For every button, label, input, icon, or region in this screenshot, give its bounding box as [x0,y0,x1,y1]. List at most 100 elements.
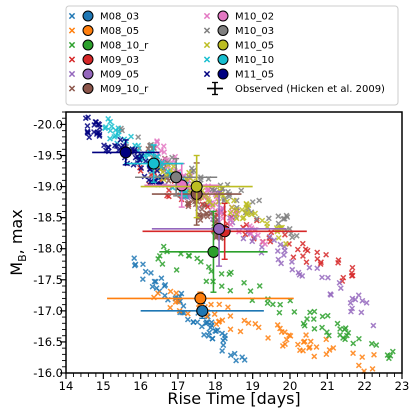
cloud-point [139,276,146,283]
legend-label: M08_10_r [100,41,149,52]
cloud-point [228,269,234,276]
cloud-point [107,118,114,125]
cloud-point [84,123,91,129]
cloud-point [275,213,282,220]
legend-circle-marker [217,25,229,36]
cloud-point [323,351,330,358]
cloud-point [253,215,260,222]
cloud-point [101,142,107,149]
cloud-M10_03 [118,125,300,241]
observed-point [147,157,160,170]
cloud-point [231,350,238,357]
observed-M08_10_r [159,210,268,293]
cloud-point [311,325,318,332]
cloud-point [105,144,111,151]
cloud-point [349,295,356,302]
cloud-point [178,290,185,297]
cloud-point [186,169,192,176]
x-tick-label: 22 [357,379,372,393]
cloud-point [337,326,344,332]
cloud-point [355,292,362,299]
cloud-point [102,125,109,132]
cloud-point [128,133,134,140]
cloud-point [301,322,308,329]
cloud-point [350,350,356,357]
cloud-point [156,252,163,259]
cloud-point [269,301,276,308]
legend-label: M10_05 [235,41,274,52]
x-axis-ticks: 14 15 16 17 18 19 20 21 22 23 [59,373,409,393]
y-tick-label: -19.0 [33,180,63,194]
cloud-point [368,340,375,347]
cloud-point [326,347,333,353]
legend-x-marker [68,41,76,49]
x-tick-label: 14 [59,379,74,393]
cloud-point [363,299,370,306]
y-tick-label: -18.5 [33,211,63,225]
cloud-point [203,278,210,285]
cloud-point [266,233,273,240]
cloud-point [283,336,290,343]
cloud-point [216,318,223,325]
cloud-M08_03 [131,255,248,364]
cloud-point [227,221,234,228]
cloud-point [208,301,214,308]
cloud-point [136,156,143,163]
cloud-point [161,149,168,156]
cloud-point [233,357,240,364]
legend-label: M11_05 [235,70,274,81]
cloud-point [323,329,330,336]
cloud-point [170,163,177,170]
cloud-point [281,329,288,336]
cloud-point [349,305,356,312]
cloud-point [155,255,162,262]
cloud-point [165,177,172,184]
observed-M09_05 [151,190,287,267]
cloud-point [304,247,311,254]
cloud-point [231,197,237,204]
observed-point [194,292,207,305]
cloud-point [142,268,149,275]
x-tick-label: 19 [245,379,260,393]
cloud-point [132,154,139,161]
legend-label-observed: Observed (Hicken et al. 2009) [235,84,385,95]
cloud-point [208,322,215,329]
cloud-point [82,115,89,122]
cloud-point [140,261,146,268]
y-tick-label: -17.0 [33,304,63,318]
cloud-point [111,142,118,149]
cloud-point [107,127,114,134]
cloud-point [310,316,317,323]
legend-x-marker [68,70,76,78]
cloud-point [337,285,344,292]
cloud-point [313,344,320,350]
cloud-point [256,283,263,289]
cloud-point [334,320,341,327]
cloud-point [135,134,142,141]
cloud-point [194,255,201,262]
cloud-point [339,278,346,285]
cloud-point [160,243,167,250]
observed-M08_03 [140,302,264,320]
legend-x-marker [203,70,211,78]
y-axis-ticks: -16.0 -16.5 -17.0 -17.5 -18.0 -18.5 -19.0 -19.5… [33,111,66,380]
cloud-point [149,283,156,290]
cloud-point [131,262,138,269]
cloud-point [359,354,366,361]
cloud-point [325,332,332,339]
cloud-point [159,261,166,267]
cloud-point [343,332,350,339]
legend-x-marker [203,56,211,63]
cloud-point [328,292,334,298]
cloud-point [281,215,288,222]
legend: M08_03 M08_05 M08_10_r M09_03 M09_05 M09_10_r… [65,5,399,106]
legend-label: M10_02 [235,12,274,23]
legend-x-marker [68,56,76,63]
cloud-point [288,259,295,265]
cloud-point [283,240,289,247]
cloud-point [107,135,113,142]
cloud-point [152,278,159,285]
observed-point [119,146,132,159]
cloud-point [274,248,281,254]
legend-label: M08_05 [100,26,139,37]
